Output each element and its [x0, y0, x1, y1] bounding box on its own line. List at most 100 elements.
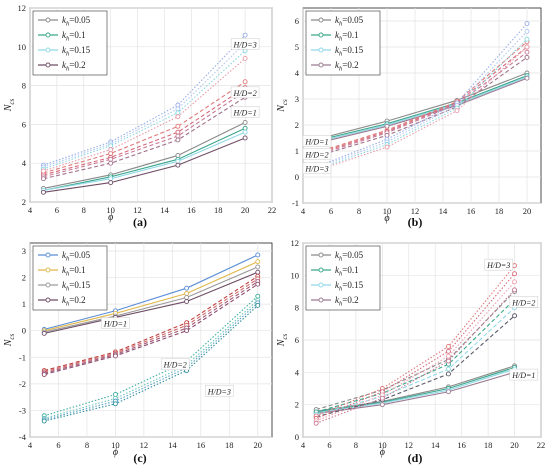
annotation-label: H/D=2 — [511, 298, 535, 307]
data-point — [184, 285, 190, 291]
x-tick-label: 10 — [106, 205, 115, 215]
annotation-label: H/D=2 — [304, 150, 328, 159]
legend-symbol: k — [62, 295, 67, 305]
series-line-hd3-kh-0.2 — [316, 289, 515, 424]
legend-marker — [318, 32, 324, 38]
data-point — [40, 168, 46, 174]
x-tick-label: 14 — [439, 206, 448, 216]
x-tick-label: 16 — [197, 440, 206, 450]
x-axis-label: ϕ — [113, 447, 118, 458]
annotation-label: H/D=2 — [163, 361, 187, 370]
data-point — [175, 162, 181, 168]
x-tick-label: 14 — [168, 440, 177, 450]
x-tick-label: 4 — [28, 205, 33, 215]
legend-subscript: h — [66, 51, 69, 58]
data-point — [512, 287, 518, 293]
data-point — [41, 372, 47, 377]
series-line-hd2-kh-0.15 — [44, 281, 259, 374]
legend-symbol: k — [62, 280, 67, 290]
x-tick-label: 22 — [537, 440, 546, 450]
x-tick-label: 6 — [55, 205, 59, 215]
data-point — [454, 108, 460, 114]
annotation-box — [302, 148, 332, 160]
legend-marker — [45, 267, 51, 273]
y-axis-label-subscript: cs — [281, 99, 289, 105]
legend-marker — [45, 282, 51, 288]
series-line-hd1-kh-0.1 — [44, 261, 258, 332]
y-tick-label: 4 — [295, 68, 300, 78]
x-tick-label: 22 — [268, 205, 277, 215]
x-axis-label: ϕ — [384, 213, 389, 224]
x-tick-label: 18 — [484, 440, 493, 450]
data-point — [184, 328, 190, 334]
y-tick-label: 12 — [18, 3, 27, 13]
y-tick-label: 6 — [22, 119, 26, 129]
series-line-hd1-kh-0.05 — [316, 72, 528, 140]
legend-label: kh=0.2 — [335, 60, 359, 73]
legend-subscript: h — [339, 21, 342, 28]
legend-label: kh=0.1 — [335, 265, 359, 278]
legend-subscript: h — [66, 36, 69, 43]
annotation-box — [302, 135, 332, 147]
data-point — [242, 135, 248, 141]
series-line-hd1-kh-0.1 — [316, 75, 528, 142]
annotation-label: H/D=1 — [103, 320, 127, 329]
data-point — [255, 264, 261, 270]
legend-marker — [318, 17, 324, 23]
legend-value: =0.15 — [69, 280, 90, 290]
legend-value: =0.2 — [342, 295, 358, 305]
data-point — [112, 401, 118, 407]
legend: kh=0.05 kh=0.1 kh=0.15 kh=0.2 — [305, 245, 381, 311]
data-point — [384, 132, 390, 138]
y-tick-label: 1 — [295, 146, 299, 156]
legend-label: kh=0.15 — [62, 280, 91, 293]
data-point — [41, 330, 47, 336]
x-tick-label: 18 — [214, 205, 223, 215]
legend-label: kh=0.2 — [335, 295, 359, 308]
legend-value: =0.15 — [69, 45, 90, 55]
legend-symbol: k — [335, 30, 340, 40]
legend-marker — [45, 62, 51, 68]
data-point — [255, 259, 261, 265]
legend-subscript: h — [339, 301, 342, 308]
series-line-hd2-kh-0.1 — [44, 278, 259, 373]
y-axis-label: Ncs — [3, 98, 16, 112]
series-line-hd2-kh-0.1 — [316, 46, 528, 155]
y-axis-label-subscript: cs — [8, 98, 16, 104]
legend-label: kh=0.05 — [335, 250, 364, 263]
data-point — [175, 114, 181, 120]
legend-value: =0.1 — [342, 30, 358, 40]
series-line-hd3-kh-0.15 — [44, 302, 259, 421]
x-tick-label: 6 — [329, 206, 333, 216]
legend-symbol: k — [335, 60, 340, 70]
y-tick-label: 5 — [295, 42, 299, 52]
legend-label: kh=0.15 — [335, 280, 364, 293]
legend-marker — [318, 62, 324, 68]
annotation-box — [302, 162, 332, 174]
legend-marker — [45, 47, 51, 53]
legend-marker — [318, 282, 324, 288]
series-line-hd1-kh-0.2 — [44, 271, 258, 334]
panel-b: 4 6 8 10 12 14 16 18 20-10123456ϕNcsH/D=1H/D=2H/… — [276, 7, 542, 229]
legend-value: =0.2 — [69, 60, 85, 70]
data-point — [175, 123, 181, 129]
data-point — [175, 106, 181, 112]
y-tick-label: -4 — [19, 432, 27, 442]
y-tick-label: 1 — [22, 299, 26, 309]
data-point — [184, 295, 190, 300]
x-tick-label: 8 — [357, 206, 361, 216]
x-tick-label: 16 — [457, 440, 466, 450]
data-point — [524, 28, 530, 34]
x-tick-label: 20 — [523, 206, 532, 216]
y-tick-label: -1 — [19, 352, 26, 362]
legend-subscript: h — [339, 36, 342, 43]
series-line-hd2-kh-0.2 — [316, 56, 528, 157]
legend-marker — [45, 17, 51, 23]
annotation-label: H/D=1 — [304, 137, 328, 146]
legend-symbol: k — [335, 15, 340, 25]
series-line-hd2-kh-0.2 — [43, 96, 246, 180]
y-tick-label: 4 — [22, 158, 27, 168]
annotation-label: H/D=3 — [207, 387, 231, 396]
y-tick-label: 6 — [295, 335, 299, 345]
